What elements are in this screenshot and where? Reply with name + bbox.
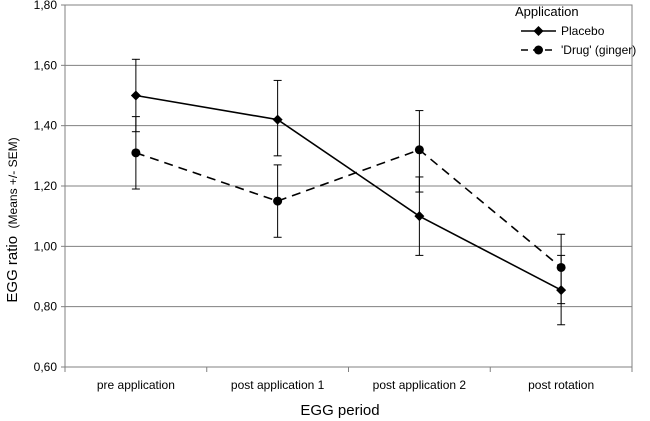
y-tick-label: 1,00 [34,239,58,253]
y-axis-label: EGG ratio (Means +/- SEM) [4,137,21,302]
x-axis-label: EGG period [300,402,379,419]
y-tick-label: 1,20 [34,179,58,193]
data-point [131,148,141,158]
series-1 [131,110,566,305]
y-tick-label: 0,60 [34,360,58,374]
data-point [130,90,141,101]
y-tick-label: 0,80 [34,300,58,314]
legend-title: Application [515,4,579,19]
data-point [414,211,425,222]
legend-marker [534,45,543,55]
series-line [135,148,562,269]
data-series [130,58,567,326]
x-tick-label: pre application [97,378,175,392]
series-line [135,94,562,291]
x-tick-labels: pre application post application 1 post ap… [97,378,594,392]
data-point [556,262,566,272]
y-axis-label-main: EGG ratio [4,236,21,303]
x-tick-label: post application 2 [373,378,467,392]
legend-marker [533,26,544,36]
data-point [272,114,283,125]
plot-area-frame [64,4,633,368]
x-tick-label: post rotation [528,378,594,392]
legend: Application Placebo 'Drug' (ginger) [515,4,636,57]
series-0 [130,58,567,326]
y-tick-labels: 0,60 0,80 1,00 1,20 1,40 1,60 1,80 [34,0,58,374]
legend-label: Placebo [561,24,605,38]
legend-label: 'Drug' (ginger) [561,43,636,57]
data-point [273,196,283,206]
data-point [414,145,424,155]
y-tick-label: 1,60 [34,58,58,72]
x-tick-label: post application 1 [231,378,325,392]
gridlines [61,4,633,372]
y-axis-label-sub: (Means +/- SEM) [6,137,20,228]
y-tick-label: 1,40 [34,119,58,133]
y-tick-label: 1,80 [34,0,58,12]
